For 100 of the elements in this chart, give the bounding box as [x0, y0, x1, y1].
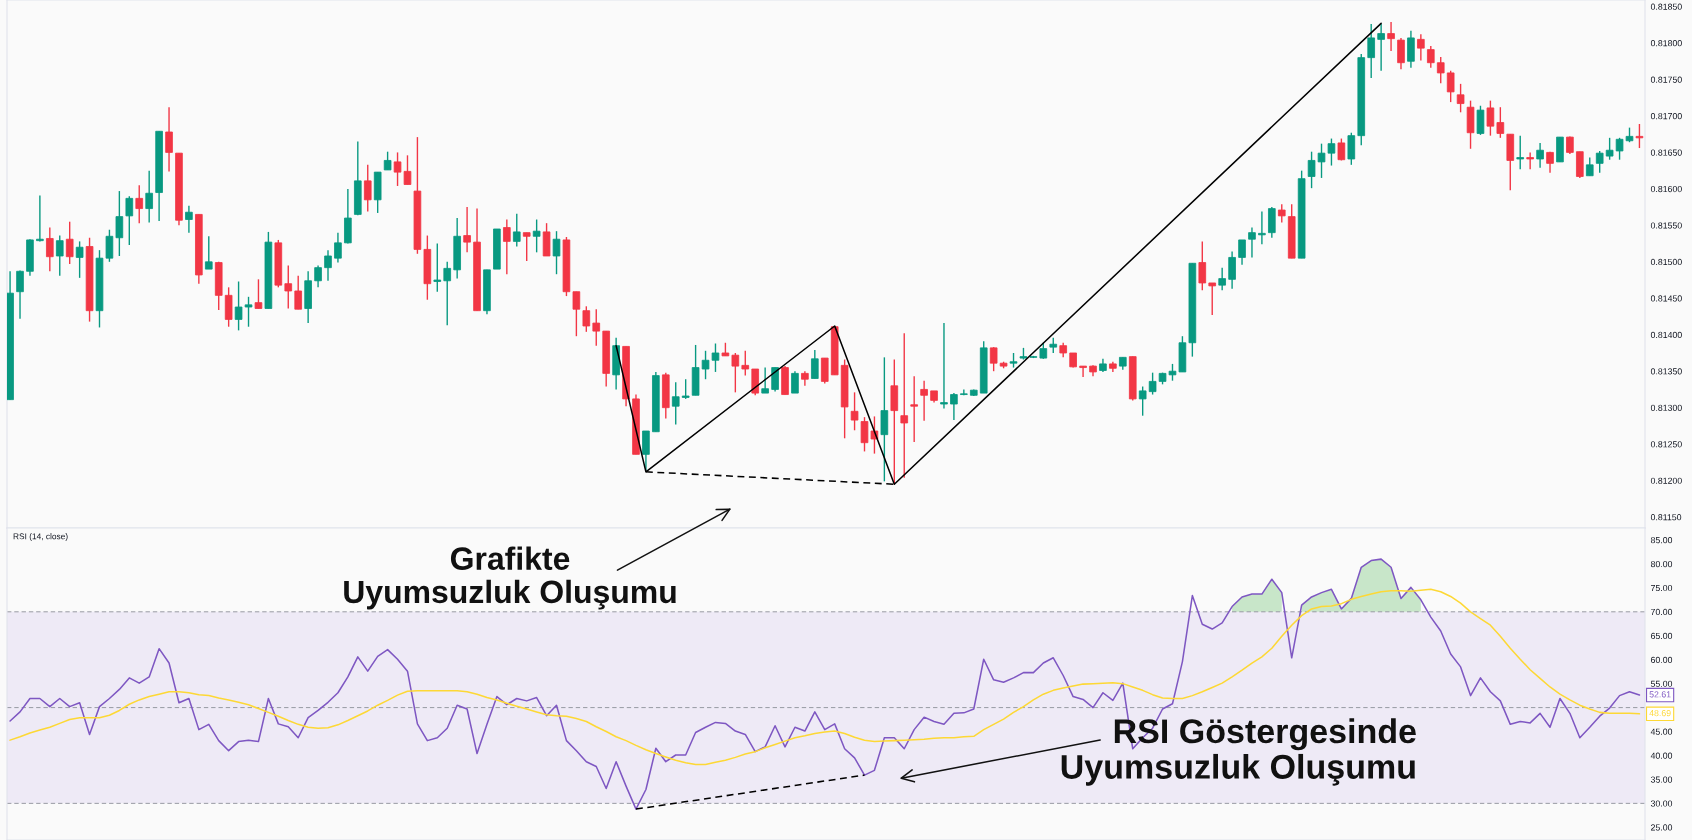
candlestick: [920, 379, 928, 422]
candlestick: [681, 378, 690, 400]
candlestick: [254, 278, 263, 310]
candlestick: [383, 150, 392, 171]
candlestick: [46, 226, 54, 272]
y-tick-label: 0.81750: [1650, 76, 1682, 83]
annotation: Grafikte Uyumsuzluk Oluşumu: [344, 546, 676, 610]
candlestick: [1436, 56, 1445, 84]
y-tick-label: 0.81150: [1650, 514, 1682, 521]
candlestick: [771, 366, 779, 393]
y-tick-label: 65.00: [1651, 632, 1673, 640]
candlestick: [204, 235, 213, 270]
candlestick: [1486, 99, 1495, 137]
candlestick: [552, 230, 561, 275]
candlestick: [1198, 240, 1207, 291]
y-tick-label: 0.81800: [1650, 40, 1682, 47]
y-tick-label: 0.81550: [1650, 222, 1682, 229]
y-tick-label: 0.81650: [1650, 149, 1682, 156]
candlestick: [1347, 132, 1356, 166]
y-tick-label: 0.81250: [1650, 441, 1682, 448]
candlestick: [1387, 21, 1395, 52]
candlestick: [1258, 210, 1266, 246]
y-tick-label: 25.00: [1651, 824, 1673, 831]
y-tick-label: 0.81850: [1650, 3, 1682, 10]
candlestick: [334, 231, 342, 264]
candlestick: [1526, 151, 1534, 170]
candlestick: [731, 352, 740, 394]
candlestick: [443, 261, 452, 326]
y-tick-label: 0.81300: [1650, 404, 1682, 411]
candlestick: [741, 350, 750, 377]
candlestick: [1277, 203, 1286, 224]
candlestick: [820, 357, 829, 385]
candlestick: [1585, 156, 1594, 177]
candlestick: [671, 381, 680, 426]
candlestick: [1138, 385, 1147, 417]
y-tick-label: 70.00: [1651, 608, 1673, 616]
candlestick: [314, 264, 322, 289]
candlestick: [284, 264, 293, 310]
y-tick-label: 55.00: [1650, 680, 1673, 687]
candlestick: [65, 221, 74, 265]
candlestick: [532, 218, 541, 254]
candlestick: [950, 392, 958, 421]
y-tick-label: 30.00: [1650, 800, 1673, 807]
candlestick: [512, 212, 521, 248]
candlestick: [433, 242, 442, 293]
candlestick: [1456, 83, 1465, 114]
y-tick-label: 60.00: [1651, 656, 1673, 663]
candlestick: [642, 430, 650, 472]
data-label: 48.69: [1649, 710, 1671, 717]
candlestick: [592, 308, 601, 347]
candlestick: [1377, 23, 1385, 72]
candlestick: [1367, 23, 1375, 79]
candlestick: [582, 305, 591, 333]
candlestick: [1248, 226, 1256, 259]
y-tick-label: 80.00: [1650, 560, 1673, 568]
candlestick: [1536, 142, 1544, 169]
candlestick: [522, 231, 531, 262]
candlestick: [1496, 106, 1505, 139]
data-label: 52.61: [1649, 691, 1671, 698]
candlestick: [36, 194, 44, 243]
candlestick: [940, 322, 948, 410]
y-tick-label: 40.00: [1650, 752, 1673, 759]
y-tick-label: 0.81600: [1650, 185, 1682, 193]
candlestick: [16, 269, 24, 320]
candlestick: [1079, 365, 1087, 378]
candlestick: [761, 366, 769, 394]
candlestick: [900, 332, 909, 479]
candlestick: [850, 391, 859, 431]
candlestick: [1218, 266, 1226, 291]
y-tick-label: 85.00: [1650, 537, 1673, 544]
candlestick: [75, 240, 84, 279]
candlestick: [503, 218, 511, 275]
y-tick-label: 75.00: [1651, 584, 1673, 592]
candlestick: [1635, 123, 1644, 149]
candlestick: [1208, 282, 1217, 316]
y-tick-label: 0.81200: [1650, 477, 1682, 484]
candlestick: [811, 349, 819, 380]
candlestick: [989, 346, 998, 372]
candlestick: [1417, 33, 1425, 62]
candlestick: [1446, 70, 1455, 103]
candlestick: [145, 169, 153, 224]
candlestick: [1605, 137, 1614, 161]
text: RSI (14, close): [13, 533, 68, 541]
candlestick: [910, 375, 918, 443]
candlestick: [1595, 150, 1604, 174]
candlestick: [1476, 105, 1485, 136]
y-tick-label: 0.81450: [1650, 295, 1682, 302]
candlestick: [294, 274, 302, 310]
candlestick: [165, 106, 173, 173]
candlestick: [324, 249, 332, 282]
candlestick: [1407, 29, 1415, 69]
candlestick: [363, 164, 372, 213]
candlestick: [1397, 37, 1405, 70]
candlestick: [1148, 371, 1157, 396]
candlestick: [135, 184, 144, 224]
candlestick: [55, 234, 64, 277]
y-tick-label: 0.81400: [1650, 331, 1682, 338]
candlestick: [960, 388, 968, 396]
candlestick: [1516, 134, 1525, 170]
y-tick-label: 0.81350: [1650, 368, 1682, 375]
